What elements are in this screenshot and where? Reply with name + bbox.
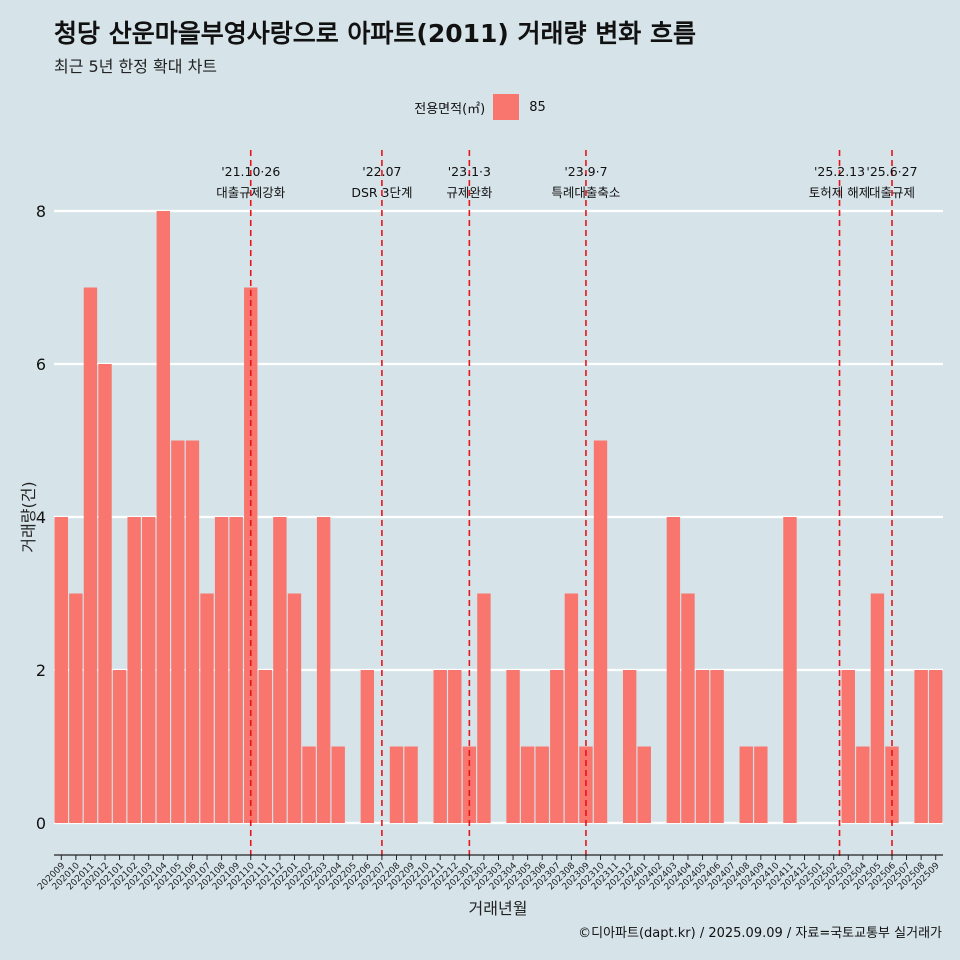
bar	[506, 670, 520, 823]
bar	[331, 746, 345, 823]
event-name-label: 대출규제강화	[216, 185, 286, 200]
legend-label: 85	[529, 99, 546, 115]
bar	[360, 670, 375, 823]
bar	[666, 517, 681, 823]
bar	[914, 670, 928, 823]
bar	[142, 517, 156, 823]
bar	[171, 440, 185, 823]
chart-subtitle: 최근 5년 한정 확대 차트	[54, 57, 218, 76]
y-tick-label: 6	[36, 355, 46, 374]
bar	[98, 364, 112, 823]
event-date-label: '23.9·7	[564, 164, 607, 179]
bar	[637, 746, 651, 823]
bar	[302, 746, 316, 823]
legend: 전용면적(㎡) 85	[0, 93, 960, 121]
legend-title: 전용면적(㎡)	[414, 101, 486, 117]
bar	[127, 517, 141, 823]
bar	[69, 593, 83, 823]
bar	[754, 746, 768, 823]
bar	[739, 746, 753, 823]
bar	[520, 746, 535, 823]
bar	[535, 746, 549, 823]
y-tick-label: 4	[36, 508, 46, 527]
event-date-label: '25.2.13	[814, 164, 865, 179]
event-name-label: DSR 3단계	[351, 185, 412, 200]
bar	[550, 670, 564, 823]
bar	[622, 670, 637, 823]
bar	[404, 746, 418, 823]
x-axis-label: 거래년월	[469, 899, 528, 918]
bar	[681, 593, 695, 823]
bar	[477, 593, 491, 823]
y-tick-label: 0	[36, 814, 46, 833]
event-date-label: '23.1·3	[448, 164, 491, 179]
bar	[870, 593, 885, 823]
bar	[287, 593, 302, 823]
bar	[710, 670, 724, 823]
source-caption: ©디아파트(dapt.kr) / 2025.09.09 / 자료=국토교통부 실…	[578, 926, 942, 941]
y-axis-label: 거래량(건)	[19, 481, 38, 552]
x-axis: 2020092020102020112020122021012021022021…	[36, 854, 943, 892]
chart-title: 청당 산운마을부영사랑으로 아파트(2011) 거래량 변화 흐름	[54, 19, 696, 48]
event-date-label: '21.10·26	[221, 164, 280, 179]
bar	[593, 440, 608, 823]
y-tick-label: 8	[36, 202, 46, 221]
legend-swatch	[493, 94, 520, 120]
bar	[856, 746, 870, 823]
bar	[200, 593, 214, 823]
bar	[214, 517, 229, 823]
bar	[185, 440, 200, 823]
event-date-label: '22.07	[362, 164, 401, 179]
y-tick-label: 2	[36, 661, 46, 680]
bar	[229, 517, 243, 823]
event-lines: '21.10·26 대출규제강화 '22.07 DSR 3단계 '23.1·3 규제완화 '…	[216, 150, 918, 858]
bar	[695, 670, 710, 823]
bar	[273, 517, 287, 823]
bar	[112, 670, 127, 823]
y-axis-ticks: 0 2 4 6 8	[36, 202, 46, 833]
bar	[316, 517, 331, 823]
bar	[433, 670, 447, 823]
bar	[841, 670, 855, 823]
bar	[389, 746, 404, 823]
bar	[929, 670, 943, 823]
bar	[83, 287, 98, 823]
bar	[54, 517, 68, 823]
bar	[564, 593, 579, 823]
bar	[258, 670, 273, 823]
event-name-label: 토허제 해제	[809, 185, 870, 200]
event-name-label: 특례대출축소	[551, 185, 620, 200]
bar	[156, 211, 171, 823]
event-date-label: '25.6·27	[866, 164, 917, 179]
bar	[448, 670, 462, 823]
bar	[783, 517, 797, 823]
event-name-label: 대출규제	[869, 185, 915, 200]
event-name-label: 규제완화	[446, 185, 493, 200]
